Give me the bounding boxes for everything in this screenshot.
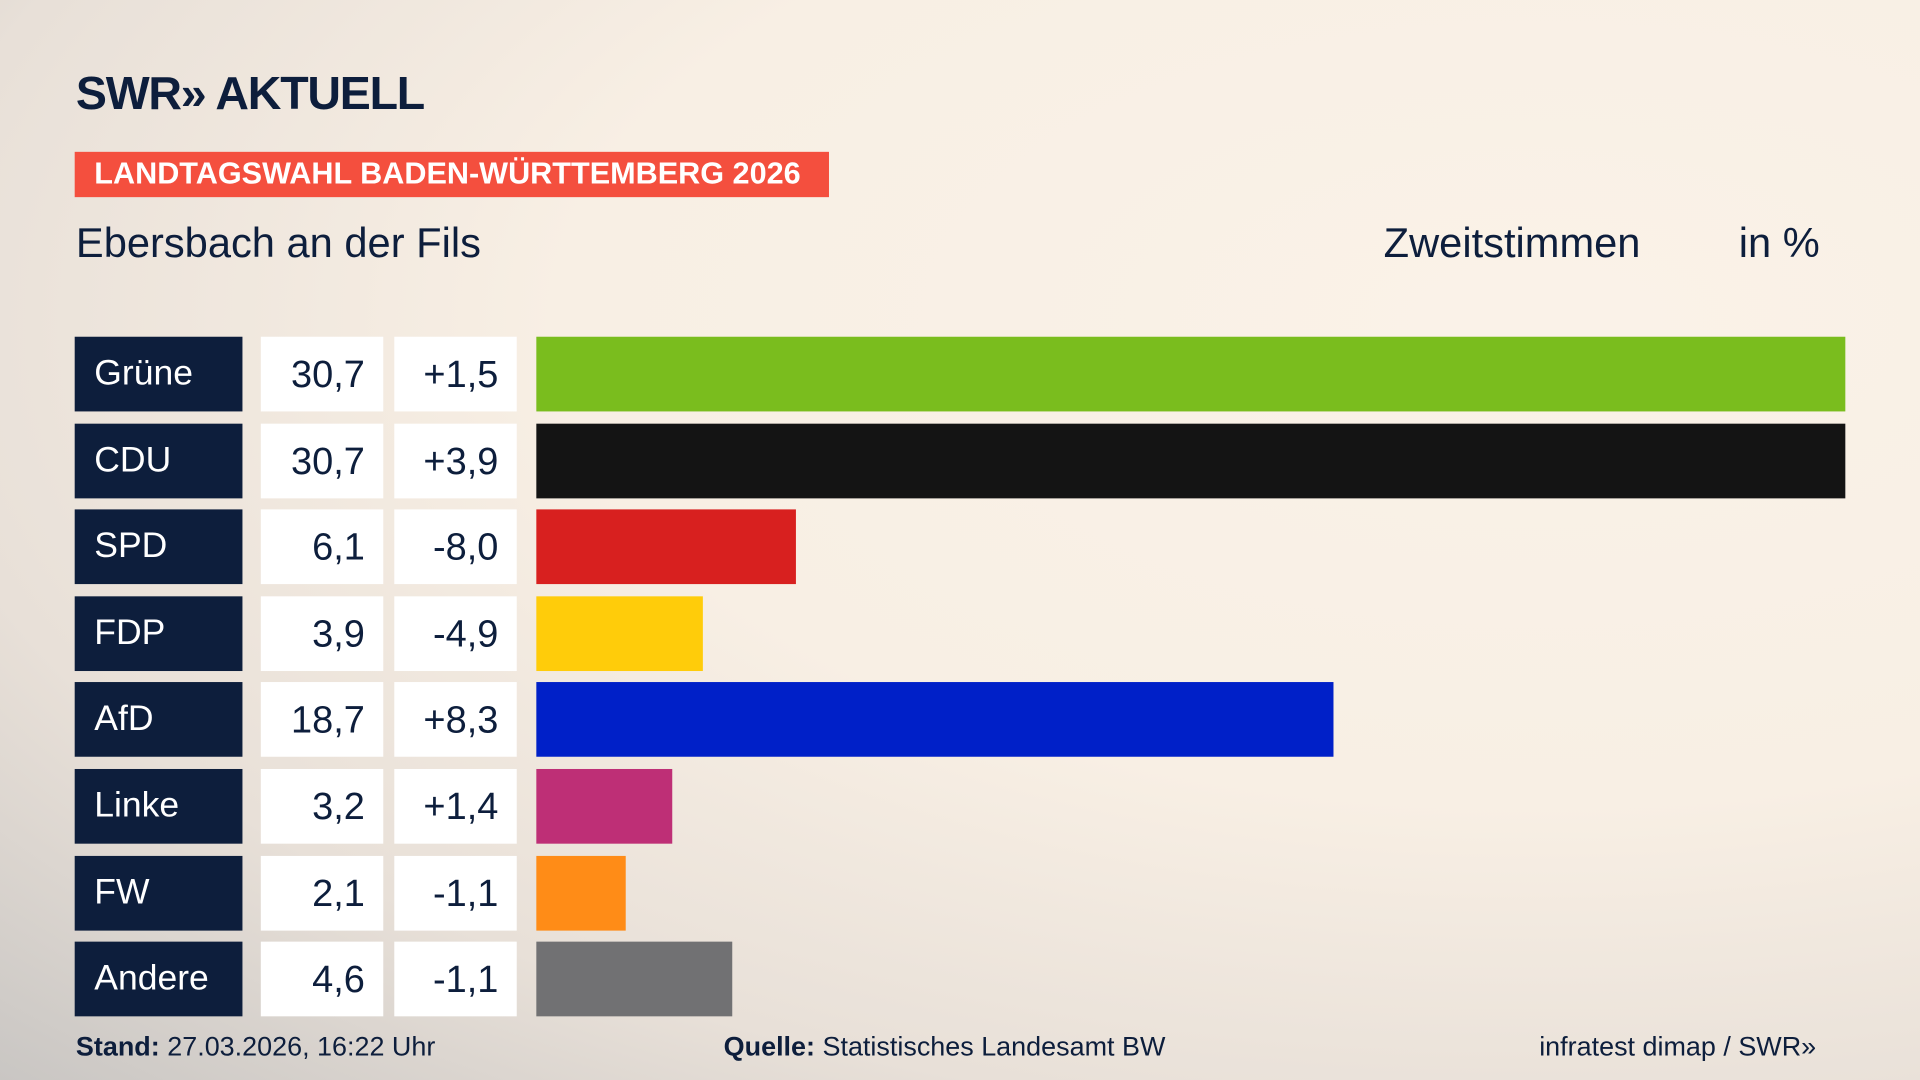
diff-label: -1,1: [394, 855, 517, 931]
value-label: 18,7: [260, 682, 384, 758]
party-label: CDU: [74, 423, 243, 498]
bar: [536, 596, 703, 671]
bar-row: FDP 3,9 -4,9: [0, 596, 1920, 671]
bar-row: Andere 4,6 -1,1: [0, 941, 1920, 1017]
diff-label: +1,5: [394, 336, 517, 412]
metric-label: Zweitstimmen: [1383, 220, 1641, 267]
party-label: FW: [74, 855, 243, 931]
region-title: Ebersbach an der Fils: [75, 220, 481, 267]
value-label: 6,1: [260, 509, 384, 585]
bar: [536, 423, 1846, 498]
bar: [536, 855, 626, 931]
value-label: 30,7: [260, 336, 384, 412]
bar-row: CDU 30,7 +3,9: [0, 423, 1920, 498]
bar: [536, 682, 1334, 758]
bar-row: AfD 18,7 +8,3: [0, 682, 1920, 758]
party-label: Andere: [74, 941, 243, 1017]
bar-row: Grüne 30,7 +1,5: [0, 336, 1920, 412]
credit: infratest dimap / SWR»: [1539, 1031, 1817, 1062]
bar-row: Linke 3,2 +1,4: [0, 768, 1920, 844]
stand-label: Stand:: [75, 1031, 160, 1062]
election-banner: LANDTAGSWAHL BADEN-WÜRTTEMBERG 2026: [74, 151, 829, 198]
unit-label: in %: [1738, 220, 1820, 267]
party-label: Linke: [74, 768, 243, 844]
swr-aktuell-logo: SWR» AKTUELL: [75, 68, 425, 121]
party-label: AfD: [74, 682, 243, 758]
value-label: 3,2: [260, 768, 384, 844]
bar: [536, 336, 1846, 412]
value-label: 2,1: [260, 855, 384, 931]
timestamp: Stand: 27.03.2026, 16:22 Uhr: [76, 1031, 435, 1063]
value-label: 30,7: [260, 423, 384, 498]
diff-label: -4,9: [394, 596, 517, 671]
source-value: Statistisches Landesamt BW: [822, 1031, 1166, 1062]
party-label: SPD: [74, 509, 243, 585]
party-label: FDP: [74, 596, 243, 671]
diff-label: -8,0: [394, 509, 517, 585]
bar-row: SPD 6,1 -8,0: [0, 509, 1920, 585]
source-label: Quelle:: [723, 1031, 816, 1062]
value-label: 3,9: [260, 596, 384, 671]
diff-label: +3,9: [394, 423, 517, 498]
bar: [536, 941, 733, 1017]
bar: [536, 509, 797, 585]
diff-label: -1,1: [394, 941, 517, 1017]
source: Quelle: Statistisches Landesamt BW: [724, 1031, 1166, 1063]
diff-label: +8,3: [394, 682, 517, 758]
bar: [536, 768, 673, 844]
bar-row: FW 2,1 -1,1: [0, 855, 1920, 931]
value-label: 4,6: [260, 941, 384, 1017]
diff-label: +1,4: [394, 768, 517, 844]
stand-value: 27.03.2026, 16:22 Uhr: [167, 1031, 436, 1062]
party-label: Grüne: [74, 336, 243, 412]
